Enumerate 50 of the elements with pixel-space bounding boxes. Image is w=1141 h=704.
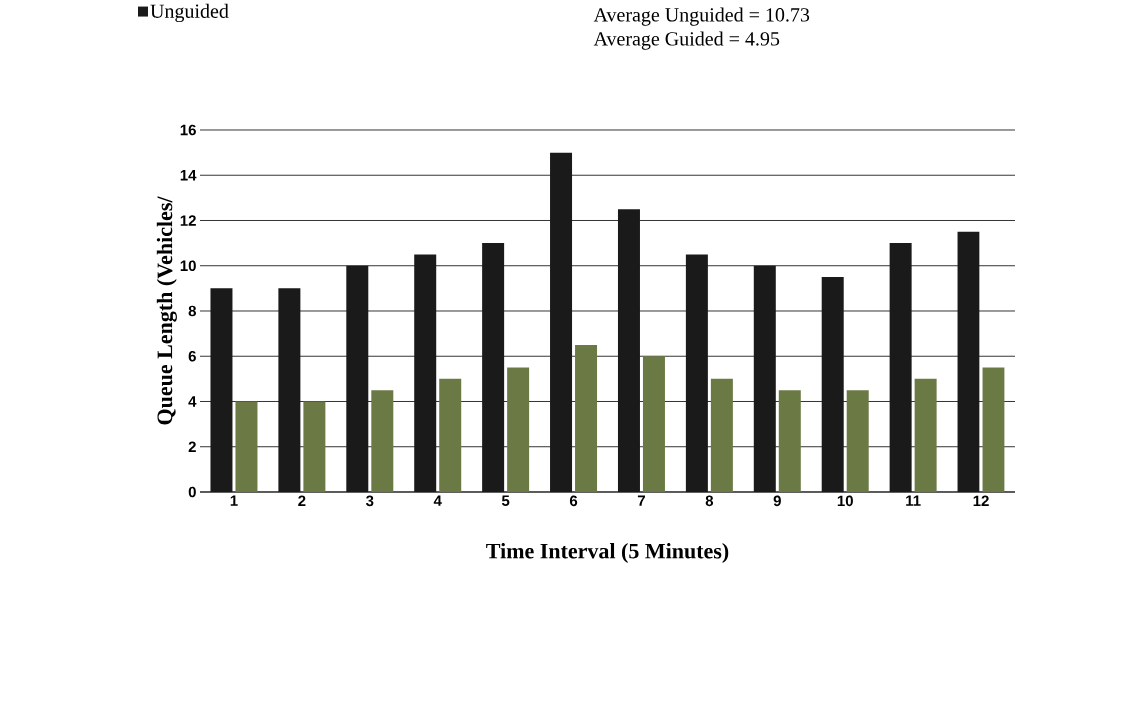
y-tick-label: 10 bbox=[180, 260, 196, 272]
x-tick-label: 6 bbox=[569, 495, 578, 507]
bar bbox=[303, 401, 326, 492]
y-tick-label: 12 bbox=[180, 215, 196, 226]
y-tick-label: 14 bbox=[180, 170, 197, 181]
text: Average Unguided = 10.73 bbox=[593, 7, 810, 26]
bar bbox=[346, 265, 369, 492]
x-tick-label: 4 bbox=[433, 495, 442, 506]
x-tick-label: 2 bbox=[298, 495, 306, 506]
x-tick-label: 7 bbox=[637, 495, 645, 506]
x-tick-label: 3 bbox=[365, 495, 374, 507]
bar bbox=[482, 243, 505, 492]
bar bbox=[575, 344, 598, 492]
bar bbox=[617, 209, 640, 492]
bar bbox=[982, 367, 1005, 492]
bar bbox=[889, 243, 912, 492]
bar bbox=[846, 390, 869, 492]
bar bbox=[210, 288, 233, 492]
x-tick-label: 5 bbox=[501, 495, 510, 506]
x-tick-label: 9 bbox=[773, 495, 781, 507]
text: Average Guided = 4.95 bbox=[593, 31, 780, 50]
y-tick-label: 0 bbox=[188, 486, 196, 498]
bar bbox=[685, 254, 708, 492]
bar bbox=[778, 390, 801, 492]
y-tick-label: 6 bbox=[188, 350, 196, 362]
y-tick-label: 2 bbox=[188, 441, 196, 452]
x-tick-label: 11 bbox=[906, 495, 921, 506]
bar bbox=[957, 231, 980, 492]
bar bbox=[821, 277, 844, 492]
x-tick-label: 8 bbox=[705, 495, 714, 507]
x-tick-label: 10 bbox=[837, 495, 853, 507]
bar bbox=[235, 401, 258, 492]
y-tick-label: 4 bbox=[188, 396, 197, 407]
legend-label: Unguided bbox=[150, 3, 229, 23]
bar bbox=[507, 367, 530, 492]
y-axis-title: Queue Length (Vehicles/ bbox=[156, 196, 177, 425]
bar bbox=[753, 265, 776, 492]
bar bbox=[550, 152, 573, 492]
x-tick-label: 1 bbox=[230, 495, 238, 506]
x-axis-title: Time Interval (5 Minutes) bbox=[486, 543, 729, 563]
bar bbox=[914, 378, 937, 492]
bar bbox=[710, 378, 733, 492]
bar bbox=[642, 356, 665, 492]
x-tick-label: 12 bbox=[973, 495, 989, 506]
y-tick-label: 8 bbox=[188, 305, 197, 317]
bar bbox=[371, 390, 394, 492]
y-tick-label: 16 bbox=[180, 124, 196, 136]
bar bbox=[439, 378, 462, 492]
bar bbox=[414, 254, 437, 492]
bar bbox=[278, 288, 301, 492]
